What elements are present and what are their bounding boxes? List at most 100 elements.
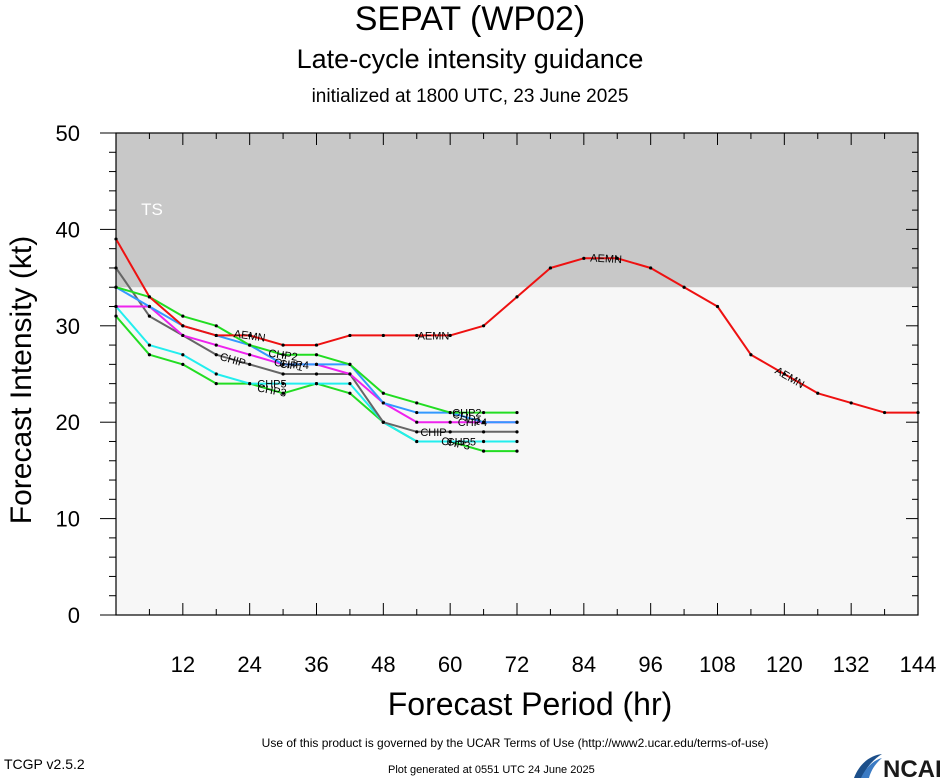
series-label-chp2: CHP2 — [268, 348, 299, 364]
data-point-chp2 — [515, 410, 519, 415]
series-label-chp2: CHP2 — [452, 408, 481, 420]
y-tick-label: 40 — [56, 217, 80, 242]
data-point-chp5 — [348, 382, 352, 386]
data-point-chp3 — [114, 314, 118, 318]
data-point-chp2 — [314, 353, 319, 357]
terms-of-use-text: Use of this product is governed by the U… — [261, 736, 769, 750]
series-label-chp3: CHP3 — [256, 382, 287, 399]
data-point-chp2 — [415, 401, 419, 405]
data-point-chp2 — [381, 391, 385, 395]
ncar-logo: NCAR — [854, 754, 940, 780]
data-point-chip — [415, 430, 419, 434]
data-point-chp4 — [348, 372, 352, 376]
y-tick-label: 50 — [56, 121, 80, 146]
data-point-chip — [481, 430, 486, 434]
x-tick-label: 96 — [638, 652, 662, 677]
data-point-chp3 — [515, 449, 519, 453]
data-point-aemn — [816, 391, 820, 395]
data-point-chp5 — [448, 439, 452, 444]
data-point-aemn — [415, 333, 419, 338]
y-tick-label: 0 — [68, 603, 80, 628]
data-point-aemn — [147, 295, 152, 299]
data-point-chp2 — [181, 314, 185, 318]
data-point-chp2 — [481, 410, 486, 415]
data-point-chp5 — [147, 343, 152, 347]
data-point-aemn — [582, 256, 586, 260]
data-point-chp5 — [181, 353, 185, 357]
series-label-aemn: AEMN — [233, 328, 266, 344]
data-point-aemn — [114, 237, 118, 241]
data-point-aemn — [649, 266, 653, 270]
generated-timestamp: Plot generated at 0551 UTC 24 June 2025 — [388, 764, 595, 776]
data-point-chp3 — [481, 449, 486, 453]
data-point-chp4 — [181, 333, 185, 338]
data-point-aemn — [749, 353, 753, 357]
version-label: TCGP v2.5.2 — [4, 756, 85, 772]
data-point-chp2 — [114, 285, 118, 289]
data-point-chp1 — [515, 420, 519, 424]
data-point-chp5 — [281, 382, 285, 386]
data-point-chp2 — [214, 324, 218, 328]
series-label-chp3: CHP3 — [440, 435, 471, 452]
data-point-aemn — [381, 333, 385, 338]
data-point-aemn — [248, 333, 252, 338]
data-point-chp4 — [114, 304, 118, 309]
x-tick-label: 132 — [833, 652, 870, 677]
data-point-chp4 — [214, 343, 218, 347]
data-point-chp2 — [281, 353, 285, 357]
data-point-aemn — [916, 410, 920, 415]
data-point-aemn — [181, 324, 185, 328]
data-point-chp5 — [415, 439, 419, 444]
x-tick-label: 24 — [237, 652, 261, 677]
intensity-chart: TS 12 24 36 48 60 72 84 96 108 120 132 144 0 10 20 30 40 5… — [56, 121, 937, 677]
data-point-aemn — [515, 295, 519, 299]
chart-subtitle: Late-cycle intensity guidance — [296, 44, 644, 74]
data-point-chp3 — [281, 391, 285, 395]
data-point-chip — [448, 430, 452, 434]
data-point-chp1 — [281, 362, 285, 366]
data-point-chp5 — [515, 439, 519, 444]
data-point-chp4 — [448, 420, 452, 424]
data-point-aemn — [448, 333, 452, 338]
data-point-chp5 — [481, 439, 486, 444]
series-label-chp1: CHP1 — [273, 357, 304, 374]
data-point-chp5 — [248, 382, 252, 386]
data-point-aemn — [715, 304, 720, 309]
data-point-chip — [114, 266, 118, 270]
data-point-chp1 — [415, 410, 419, 415]
series-label-chp4: CHP4 — [458, 417, 487, 429]
data-point-chp3 — [147, 353, 152, 357]
series-label-aemn: AEMN — [418, 330, 450, 342]
data-point-chp3 — [214, 382, 218, 386]
data-point-aemn — [214, 333, 218, 338]
data-point-chp1 — [314, 362, 319, 366]
data-point-chp2 — [348, 362, 352, 366]
data-point-aemn — [682, 285, 686, 289]
y-tick-label: 20 — [56, 410, 80, 435]
data-point-aemn — [481, 324, 486, 328]
data-point-chip — [314, 372, 319, 376]
data-point-aemn — [615, 256, 619, 260]
x-tick-label: 12 — [171, 652, 195, 677]
ts-band-label: TS — [141, 200, 163, 219]
data-point-chip — [248, 362, 252, 366]
x-axis-label: Forecast Period (hr) — [387, 686, 673, 722]
data-point-chp3 — [348, 391, 352, 395]
data-point-chp1 — [381, 401, 385, 405]
ncar-logo-swoosh-icon — [854, 754, 882, 778]
data-point-chp1 — [481, 420, 486, 424]
data-point-chip — [147, 314, 152, 318]
data-point-chp2 — [448, 410, 452, 415]
data-point-aemn — [314, 343, 319, 347]
x-tick-label: 84 — [572, 652, 596, 677]
data-point-chip — [381, 420, 385, 424]
data-point-chp5 — [214, 372, 218, 376]
x-tick-label: 48 — [371, 652, 395, 677]
data-point-chip — [214, 353, 218, 357]
data-point-aemn — [849, 401, 853, 405]
initialization-time: initialized at 1800 UTC, 23 June 2025 — [311, 86, 629, 107]
series-label-aemn: AEMN — [590, 253, 622, 267]
y-axis-label: Forecast Intensity (kt) — [5, 235, 38, 525]
data-point-chp4 — [248, 353, 252, 357]
series-label-chp5: CHP5 — [257, 379, 286, 391]
